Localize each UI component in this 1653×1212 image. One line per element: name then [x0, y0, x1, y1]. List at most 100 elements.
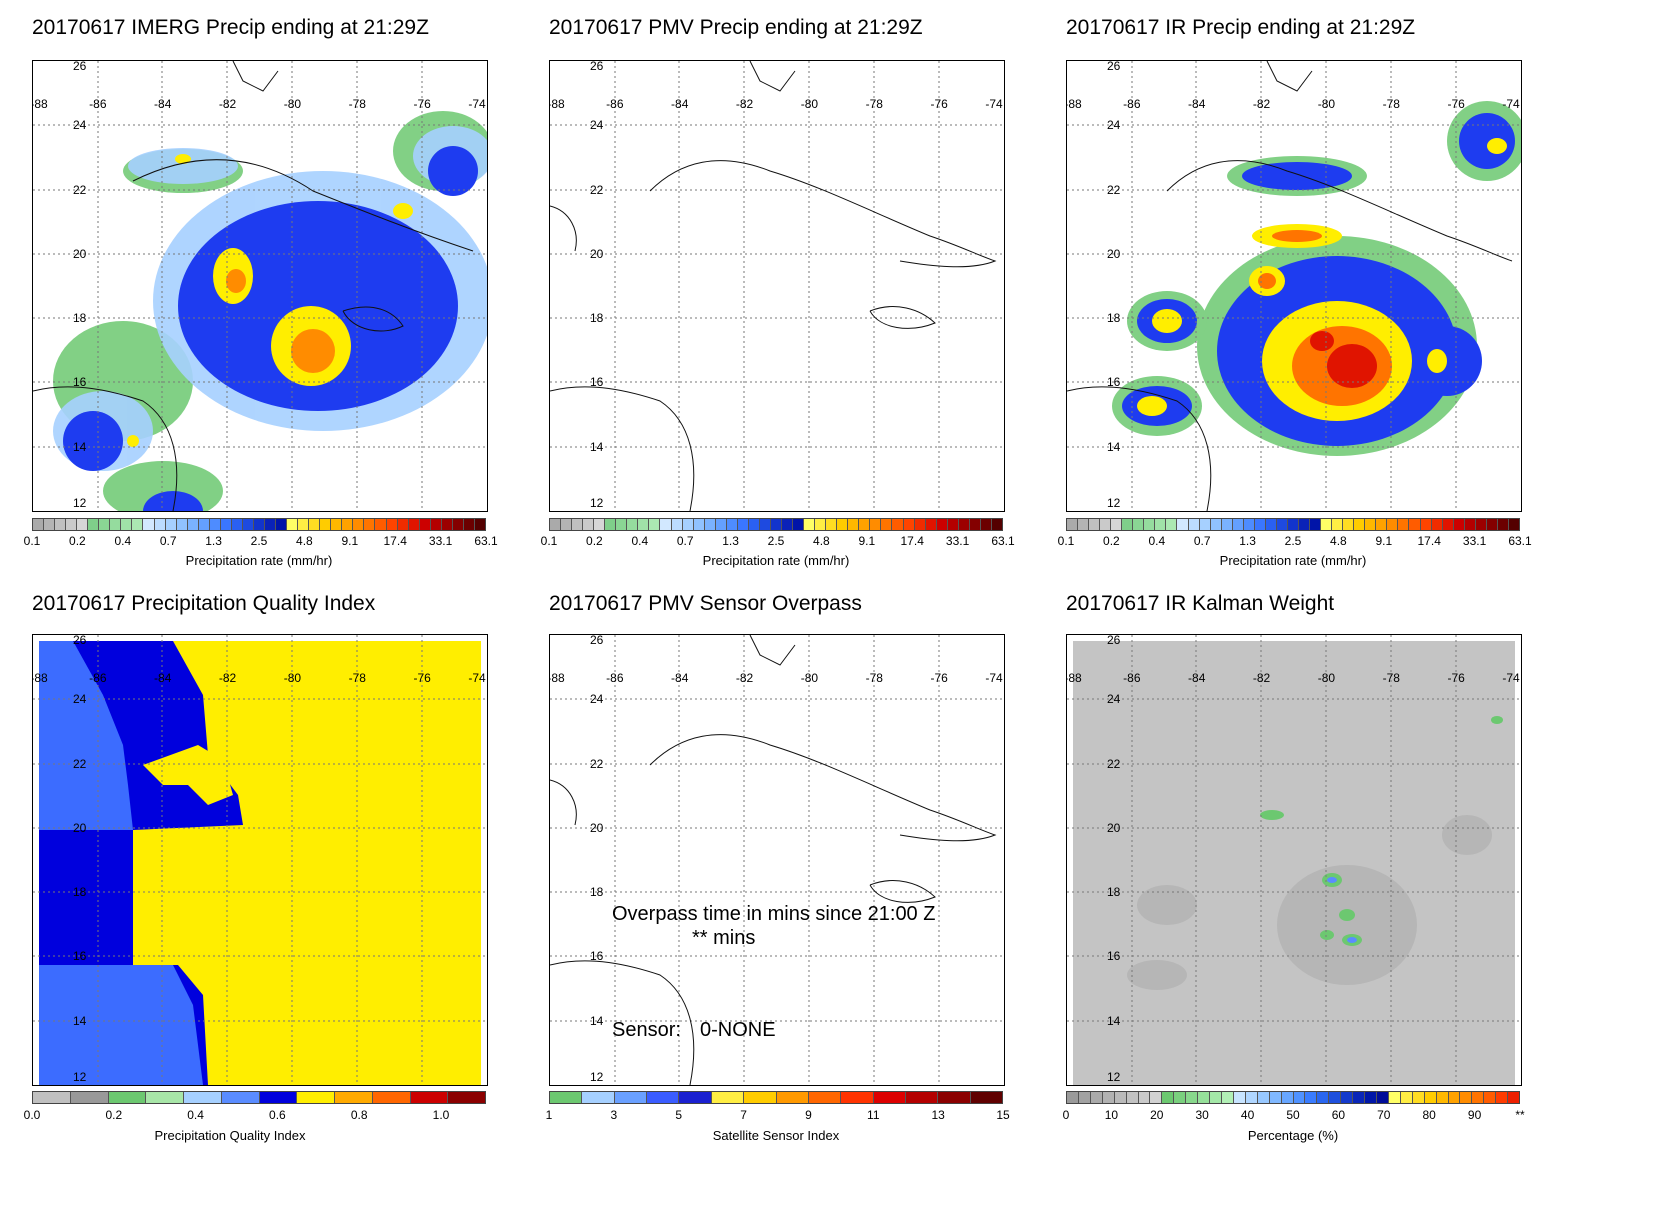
- pqi-colorbar: [32, 1091, 486, 1104]
- colorbar-swatch: [297, 1092, 335, 1103]
- colorbar-swatch: [679, 1092, 712, 1103]
- colorbar-tick-label: 1.0: [432, 1108, 450, 1122]
- lat-tick-label: 18: [590, 885, 604, 900]
- colorbar-swatch: [121, 519, 133, 530]
- colorbar-swatch: [704, 519, 716, 530]
- lat-tick-label: 18: [1107, 311, 1121, 326]
- lon-tick-label: -86: [1123, 671, 1141, 685]
- colorbar-tick-label: 0.7: [159, 534, 177, 548]
- precip-colorbar: [549, 518, 1003, 531]
- colorbar-tick-label: 63.1: [474, 534, 498, 548]
- colorbar-swatch: [1138, 1092, 1151, 1103]
- colorbar-swatch: [309, 519, 321, 530]
- lon-tick-label: -88: [32, 671, 48, 685]
- map-overpass: Overpass time in mins since 21:00 Z ** m…: [549, 634, 1005, 1086]
- colorbar-swatch: [364, 519, 376, 530]
- colorbar-tick-label: 9.1: [341, 534, 359, 548]
- lon-tick-label: -76: [1447, 671, 1465, 685]
- colorbar-swatch: [1150, 1092, 1163, 1103]
- lon-tick-label: -80: [1317, 671, 1336, 685]
- colorbar-swatch: [561, 519, 573, 530]
- colorbar-swatch: [1133, 519, 1145, 530]
- lon-tick-label: -82: [735, 671, 754, 685]
- kalman-field: [1067, 635, 1521, 1085]
- colorbar-swatch: [132, 519, 144, 530]
- lon-tick-label: -76: [413, 671, 431, 685]
- lat-tick-label: 26: [1107, 634, 1121, 647]
- lat-tick-label: 18: [73, 311, 87, 326]
- colorbar-swatch: [1460, 1092, 1473, 1103]
- lat-tick-label: 12: [590, 496, 604, 510]
- colorbar-swatch: [33, 1092, 71, 1103]
- colorbar-swatch: [1067, 1092, 1079, 1103]
- colorbar-swatch: [1174, 1092, 1187, 1103]
- lon-tick-label: -78: [865, 671, 883, 685]
- colorbar-swatch: [1144, 519, 1156, 530]
- colorbar-swatch: [1376, 519, 1388, 530]
- colorbar-swatch: [1400, 1092, 1413, 1103]
- colorbar-tick-label: 2.5: [1284, 534, 1302, 548]
- grid-coast-imerg: [33, 61, 487, 511]
- colorbar-tick-label: 33.1: [1462, 534, 1487, 548]
- colorbar-swatch: [253, 519, 265, 530]
- colorbar-swatch: [550, 1092, 583, 1103]
- colorbar-swatch: [947, 519, 959, 530]
- colorbar-swatch: [808, 1092, 842, 1103]
- lat-tick-label: 24: [590, 692, 604, 707]
- precip-colorbar: [32, 518, 486, 531]
- lon-tick-label: -82: [1252, 671, 1271, 685]
- lat-tick-label: 14: [1107, 1013, 1121, 1028]
- lat-tick-label: 22: [590, 182, 604, 197]
- lon-tick-label: -78: [865, 97, 883, 111]
- colorbar-swatch: [1317, 1092, 1330, 1103]
- lon-tick-label: -74: [468, 671, 486, 685]
- colorbar-swatch: [980, 519, 992, 530]
- colorbar-swatch: [1475, 519, 1487, 530]
- grid-coast-pqi: [33, 635, 487, 1085]
- colorbar-tick-label: 2.5: [250, 534, 268, 548]
- colorbar-swatch: [264, 519, 277, 530]
- colorbar-swatch: [1398, 519, 1410, 530]
- lat-tick-label: 26: [73, 634, 87, 647]
- colorbar-swatch: [231, 519, 243, 530]
- colorbar-swatch: [1341, 1092, 1354, 1103]
- colorbar-swatch: [1287, 519, 1299, 530]
- lat-tick-label: 22: [1107, 756, 1121, 771]
- colorbar-tick-label: 17.4: [1417, 534, 1441, 548]
- lat-tick-label: 12: [590, 1070, 604, 1084]
- grid-coast-ir: [1067, 61, 1521, 511]
- precip-field-ir: [1112, 101, 1521, 456]
- lon-tick-label: -86: [606, 97, 624, 111]
- colorbar-tick-label: 20: [1150, 1108, 1164, 1122]
- colorbar-swatch: [748, 519, 760, 530]
- colorbar-swatch: [873, 1092, 906, 1103]
- colorbar-tick-label: 1: [545, 1108, 553, 1122]
- colorbar-swatch: [1102, 1092, 1115, 1103]
- colorbar-tick-label: 33.1: [428, 534, 453, 548]
- precip-colorbar-label: Precipitation rate (mm/hr): [185, 553, 333, 568]
- lon-tick-label: -80: [1317, 97, 1336, 111]
- lon-tick-label: -84: [1188, 97, 1206, 111]
- colorbar-swatch: [958, 519, 970, 530]
- map-kalman: 26 24 22 20 18 16 14 12 -88 -86 -84 -82 -80 -78 -76 -74: [1066, 634, 1522, 1086]
- colorbar-swatch: [1177, 519, 1189, 530]
- lon-tick-label: -78: [1382, 671, 1400, 685]
- colorbar-swatch: [1298, 519, 1311, 530]
- map-imerg: 26 24 22 20 18 16 14 12 -88 -86 -84 -82 -80 -78 -76 -74: [32, 60, 488, 512]
- colorbar-swatch: [220, 519, 232, 530]
- colorbar-swatch: [1078, 519, 1090, 530]
- sensor-colorbar: [549, 1091, 1003, 1104]
- colorbar-tick-label: 0.2: [69, 534, 86, 548]
- colorbar-swatch: [397, 519, 409, 530]
- colorbar-swatch: [837, 519, 849, 530]
- colorbar-swatch: [77, 519, 89, 530]
- lon-tick-label: -76: [930, 97, 948, 111]
- overpass-mins-text: ** mins: [692, 927, 756, 949]
- colorbar-swatch: [781, 519, 794, 530]
- colorbar-tick-label: 1.3: [1239, 534, 1256, 548]
- colorbar-swatch: [1221, 1092, 1234, 1103]
- colorbar-tick-label: 17.4: [383, 534, 407, 548]
- colorbar-swatch: [259, 1092, 298, 1103]
- panel-pmv: 20170617 PMV Precip ending at 21:29Z 26 2…: [517, 0, 1077, 590]
- colorbar-tick-label: 0: [1062, 1108, 1070, 1122]
